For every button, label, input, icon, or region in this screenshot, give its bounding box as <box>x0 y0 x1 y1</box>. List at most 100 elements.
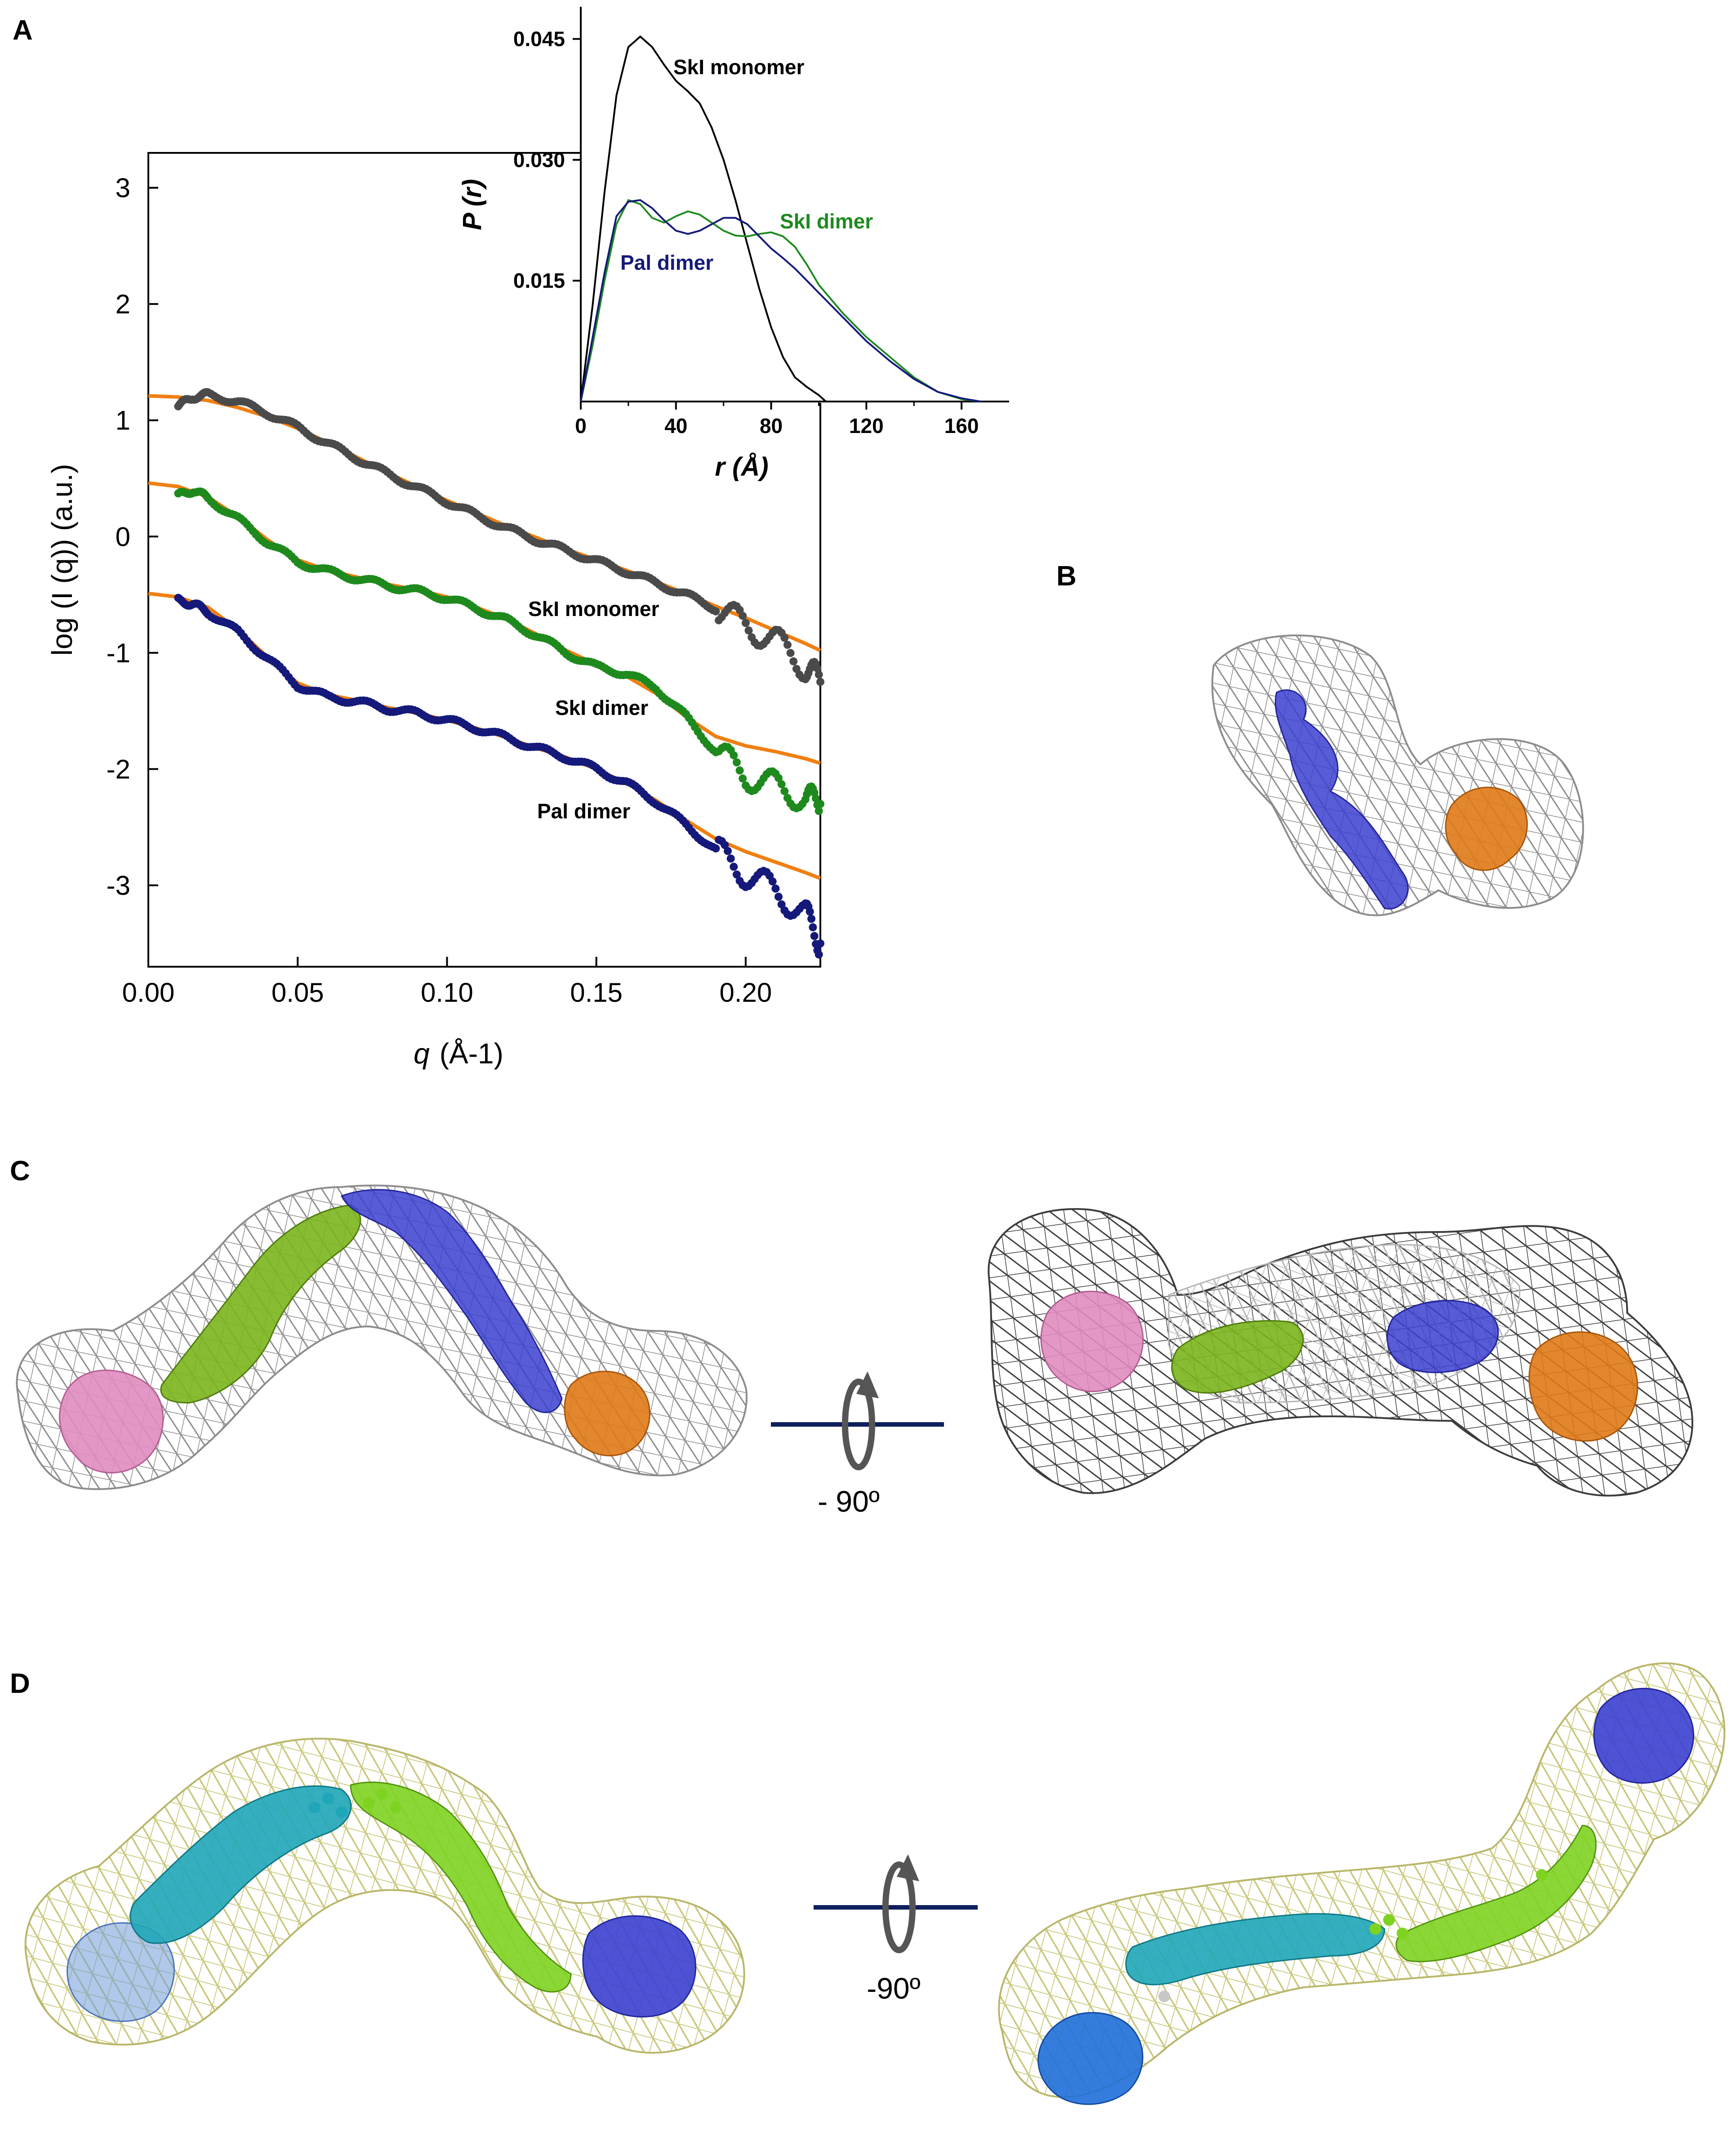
panel-d-rotation-arrowhead-icon <box>897 1854 919 1881</box>
data-point <box>813 664 822 673</box>
data-point <box>807 915 816 923</box>
main-y-tick-label: -1 <box>107 638 130 668</box>
data-point <box>806 907 814 916</box>
data-point <box>815 670 823 679</box>
data-point <box>777 900 786 909</box>
inset-annotation-pal-dimer: Pal dimer <box>620 251 713 274</box>
inset-y-axis-label: P (r) <box>458 179 487 230</box>
panel-d-right-ribbon-cyan <box>1125 1913 1385 1986</box>
pr-line <box>580 199 981 402</box>
panel-c-left-ribbon-blue <box>340 1189 563 1413</box>
panel-b-envelope-model <box>1211 634 1584 916</box>
data-point <box>730 751 738 759</box>
data-point <box>739 774 747 783</box>
panel-d-right-envelope-model <box>998 1662 1726 2105</box>
panel-d-right-ribbon-skyblue <box>1037 2012 1144 2105</box>
data-point <box>810 932 819 940</box>
data-point <box>816 800 824 808</box>
data-point <box>735 766 744 775</box>
panel-c-right-envelope-model <box>988 1208 1693 1497</box>
inset-x-axis-label: r (Å) <box>715 452 768 482</box>
panel-c-left-ribbon-orange <box>564 1370 650 1456</box>
inset-y-tick-label: 0.030 <box>513 148 565 171</box>
panel-c-right-ribbon-pink <box>1040 1290 1144 1393</box>
inset-x-tick-label: 160 <box>944 414 979 437</box>
inset-x-label-text: r (Å) <box>715 452 768 482</box>
data-point <box>777 780 786 789</box>
main-x-axis-var: q <box>414 1037 430 1070</box>
panel-d-left-ribbon-cyan <box>129 1785 352 1944</box>
panel-d-left-ribbon-lime <box>350 1781 572 1993</box>
inset-y-tick-label: 0.015 <box>513 269 565 292</box>
main-annotation-ski-dimer: SkI dimer <box>555 696 648 719</box>
data-point <box>741 619 750 627</box>
inset-annotation-ski-monomer: SkI monomer <box>673 55 805 79</box>
data-point <box>771 884 780 893</box>
data-point <box>712 844 720 853</box>
data-point <box>816 678 824 686</box>
panel-d-left-envelope-model <box>24 1737 745 2054</box>
pr-line <box>580 199 981 402</box>
inset-ticks: 0 40 80 120 160 0.015 0.030 0.045 <box>513 27 979 437</box>
ligand-sphere <box>1397 1928 1408 1939</box>
ligand-sphere <box>322 1793 334 1804</box>
ligand-sphere <box>1536 1869 1548 1881</box>
data-point <box>726 854 735 863</box>
inset-y-label-text: P (r) <box>458 179 487 230</box>
panel-label-b: B <box>1056 561 1077 592</box>
panel-d-left-ribbon-blue <box>582 1915 696 2017</box>
data-point <box>809 923 817 932</box>
panel-d-right-ribbon-lime <box>1395 1825 1597 1963</box>
data-point <box>815 807 823 815</box>
inset-annotation-ski-dimer: SkI dimer <box>780 210 873 233</box>
inset-x-tick-label: 120 <box>849 414 884 437</box>
panel-c-left-ribbon-pink <box>59 1370 164 1473</box>
data-point <box>789 657 798 665</box>
main-x-tick-label: 0.10 <box>421 977 473 1008</box>
panel-c-left-envelope-model <box>16 1184 748 1490</box>
ligand-sphere <box>376 1788 388 1800</box>
main-x-axis-unit: (Å-1) <box>440 1037 503 1070</box>
ligand-sphere <box>1158 1991 1170 2002</box>
main-y-axis-label: log (I (q)) (a.u.) <box>46 464 78 656</box>
main-x-axis-label: q (Å-1) <box>414 1037 503 1070</box>
main-plot-ticks: 0.00 0.05 0.10 0.15 0.20 3 2 1 0 -1 -2 -3 <box>107 173 772 1008</box>
main-annotation-ski-monomer: SkI monomer <box>528 597 659 620</box>
panel-label-c: C <box>10 1156 30 1187</box>
panel-d-left-ligand-spheres <box>309 1788 401 1818</box>
main-y-tick-label: 2 <box>116 289 130 319</box>
inset-x-tick-label: 80 <box>760 414 783 437</box>
panel-d-left-ribbon-skyblue <box>67 1922 175 2022</box>
pr-distribution-inset: 0 40 80 120 160 0.015 0.030 0.045 P (r) r (Å) S… <box>458 4 1012 482</box>
panel-label-a: A <box>13 15 33 46</box>
panel-b-ribbon-orange <box>1445 786 1528 871</box>
data-point <box>721 841 729 849</box>
panel-c-rotation-label: - 90º <box>818 1485 880 1518</box>
data-point <box>732 870 741 879</box>
panel-c-rotation-indicator: - 90º <box>771 1371 944 1518</box>
panel-d-rotation-indicator: -90º <box>814 1854 978 2005</box>
pr-line <box>580 35 827 402</box>
panel-b-ribbon-blue <box>1274 689 1409 910</box>
data-point <box>730 862 738 871</box>
inset-y-tick-label: 0.045 <box>513 27 565 51</box>
data-point <box>732 758 741 767</box>
data-point <box>774 774 783 782</box>
data-point <box>783 641 792 649</box>
data-point <box>712 607 720 616</box>
ligand-sphere <box>1383 1914 1395 1926</box>
main-annotation-pal-dimer: Pal dimer <box>537 799 630 823</box>
data-point <box>816 939 824 948</box>
panel-c-rotation-arrow-icon <box>842 1379 875 1470</box>
main-x-tick-label: 0.15 <box>570 977 623 1008</box>
data-point <box>774 893 783 901</box>
main-plot-points <box>174 388 824 959</box>
panel-c-rotation-arrowhead-icon <box>856 1371 879 1398</box>
panel-c-right-ribbon-orange <box>1528 1331 1638 1442</box>
inset-x-tick-label: 0 <box>575 414 587 437</box>
data-point <box>812 794 820 803</box>
data-point <box>780 634 789 642</box>
ligand-sphere <box>390 1802 401 1813</box>
panel-d-right-mesh-envelope <box>998 1662 1726 2098</box>
